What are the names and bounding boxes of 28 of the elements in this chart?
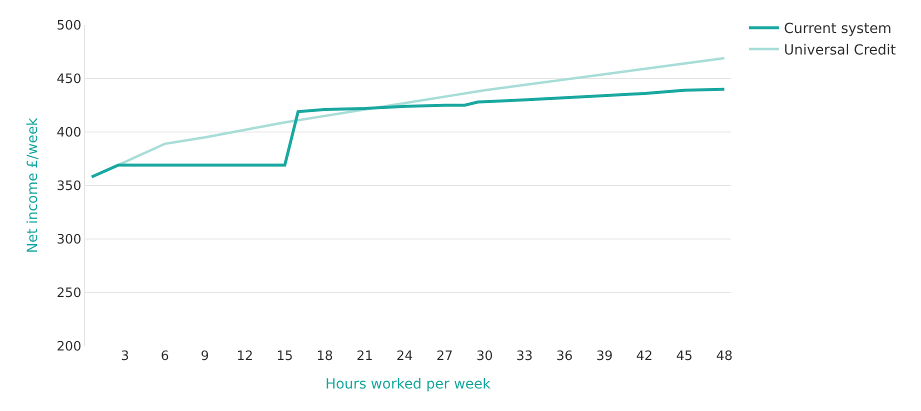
x-tick-label: 21 (356, 349, 373, 364)
x-axis-title: Hours worked per week (325, 376, 492, 392)
x-tick-label: 9 (200, 349, 210, 364)
x-tick-label: 3 (120, 349, 130, 364)
y-tick-label: 500 (56, 18, 82, 34)
x-tick-label: 24 (396, 349, 413, 364)
x-tick-label: 15 (276, 349, 294, 364)
x-tick-label: 18 (316, 349, 334, 364)
x-tick-label: 48 (716, 349, 733, 364)
x-tick-label: 6 (160, 349, 170, 364)
x-tick-label: 39 (596, 349, 613, 364)
x-tick-label: 33 (516, 349, 533, 364)
y-tick-label: 250 (56, 286, 82, 302)
y-tick-label: 300 (56, 232, 82, 248)
y-axis-title: Net income £/week (25, 117, 42, 254)
x-tick-label: 36 (556, 349, 573, 364)
x-tick-label: 27 (436, 349, 453, 364)
y-tick-label: 200 (56, 340, 82, 355)
legend-label: Current system (784, 21, 892, 38)
x-tick-label: 12 (236, 349, 254, 364)
line-series (90, 88, 726, 178)
x-tick-label: 30 (476, 349, 493, 364)
x-tick-label: 45 (676, 349, 693, 364)
legend-label: Universal Credit (784, 42, 896, 58)
x-tick-label: 42 (636, 349, 653, 364)
y-tick-label: 400 (56, 126, 82, 141)
y-tick-label: 350 (56, 179, 82, 194)
y-tick-label: 450 (56, 72, 82, 88)
